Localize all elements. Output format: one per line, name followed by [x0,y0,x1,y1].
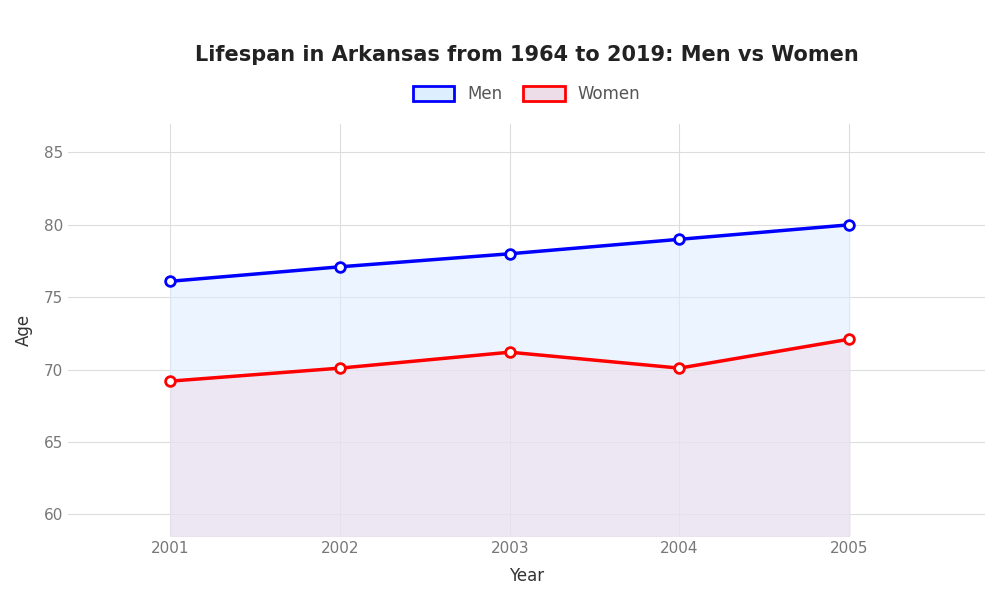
X-axis label: Year: Year [509,567,544,585]
Title: Lifespan in Arkansas from 1964 to 2019: Men vs Women: Lifespan in Arkansas from 1964 to 2019: … [195,45,859,65]
Legend: Men, Women: Men, Women [406,78,647,110]
Y-axis label: Age: Age [15,314,33,346]
